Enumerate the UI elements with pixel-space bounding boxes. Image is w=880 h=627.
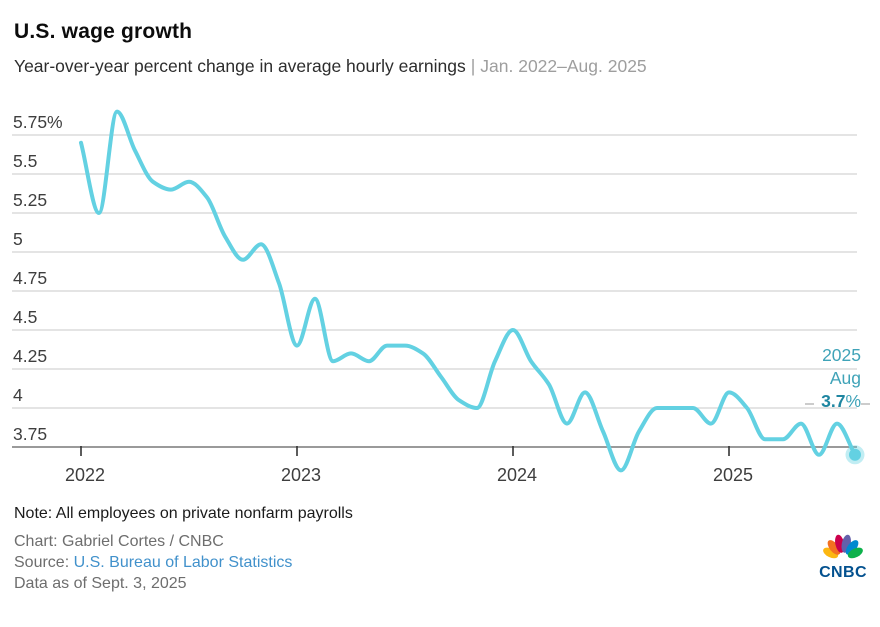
annotation-value-row: 3.7% <box>821 390 861 413</box>
y-tick-label: 4 <box>13 385 23 405</box>
chart-credit: Chart: Gabriel Cortes / CNBC <box>14 533 224 550</box>
y-tick-label: 5.5 <box>13 151 37 171</box>
y-tick-label: 4.25 <box>13 346 47 366</box>
x-tick-label: 2023 <box>281 465 321 485</box>
wage-growth-line <box>79 109 857 473</box>
source-link[interactable]: U.S. Bureau of Labor Statistics <box>73 554 293 571</box>
data-as-of: Data as of Sept. 3, 2025 <box>14 575 187 592</box>
x-tick-label: 2024 <box>497 465 537 485</box>
subtitle-separator: | <box>470 56 476 76</box>
page-title: U.S. wage growth <box>14 20 193 43</box>
annotation-left-tick <box>805 403 814 405</box>
chart-note: Note: All employees on private nonfarm p… <box>14 505 353 522</box>
latest-point-marker <box>849 448 861 461</box>
chart-subtitle: Year-over-year percent change in average… <box>14 56 647 77</box>
x-tick-label: 2025 <box>713 465 753 485</box>
y-tick-label: 4.75 <box>13 268 47 288</box>
annotation-month: Aug <box>829 368 861 388</box>
latest-value-annotation: 2025 Aug 3.7% <box>821 344 861 413</box>
y-tick-label: 5.25 <box>13 190 47 210</box>
x-tick-label: 2022 <box>65 465 105 485</box>
subtitle-date-range: Jan. 2022–Aug. 2025 <box>480 56 647 76</box>
y-tick-label: 5.75% <box>13 112 63 132</box>
subtitle-text: Year-over-year percent change in average… <box>14 56 466 76</box>
cnbc-wordmark: CNBC <box>819 564 867 581</box>
wage-growth-plot: 5.75% 5.5 5.25 5 4.75 4.5 4.25 4 3.75 2022 2023 202… <box>12 109 865 485</box>
annotation-right-tick <box>861 403 870 405</box>
annotation-value-suffix: % <box>845 391 861 411</box>
y-tick-label: 4.5 <box>13 307 37 327</box>
chart-source: Source: U.S. Bureau of Labor Statistics <box>14 554 292 572</box>
peacock-icon <box>823 534 863 559</box>
cnbc-logo: CNBC <box>816 533 870 582</box>
y-tick-label: 5 <box>13 229 23 249</box>
source-label: Source: <box>14 554 70 571</box>
line-chart: 5.75% 5.5 5.25 5 4.75 4.5 4.25 4 3.75 2022 2023 202… <box>12 109 870 485</box>
y-tick-label: 3.75 <box>13 424 47 444</box>
annotation-value: 3.7 <box>821 391 846 411</box>
annotation-year: 2025 <box>822 345 861 365</box>
